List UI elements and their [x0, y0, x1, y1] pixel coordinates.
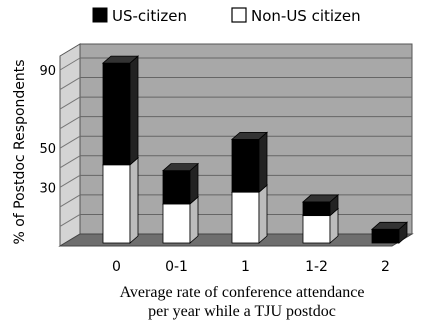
y-tick-label: 50: [39, 142, 56, 157]
y-axis-ticks: 30 50 90: [39, 64, 56, 196]
gridline-side: [59, 194, 81, 208]
bar-non-us-citizen-2: [230, 184, 269, 244]
x-axis-label-line-1: Average rate of conference attendance: [120, 284, 365, 301]
bar-us-citizen-3: [301, 194, 340, 217]
x-tick-label: 0-1: [165, 259, 188, 275]
y-tick-label: 90: [39, 64, 56, 79]
gridline-side: [59, 77, 81, 90]
bar-us-citizen-0: [101, 55, 140, 166]
gridline-side: [59, 174, 81, 188]
bar-us-citizen-4: [370, 221, 409, 244]
y-tick-label: 30: [39, 181, 56, 196]
x-axis-ticks: 0 0-1 1 1-2 2: [112, 259, 390, 275]
y-axis-label: % of Postdoc Respondents: [12, 59, 28, 244]
legend-swatch-us-citizen: [92, 7, 108, 23]
legend-label-us-citizen: US-citizen: [112, 7, 187, 25]
x-tick-label: 1-2: [305, 259, 328, 275]
x-tick-label: 1: [241, 259, 250, 275]
x-tick-label: 2: [381, 259, 390, 275]
legend-label-non-us-citizen: Non-US citizen: [251, 7, 361, 25]
gridline-side: [59, 96, 81, 110]
legend: US-citizen Non-US citizen: [92, 7, 361, 25]
x-axis-label-line-2: per year while a TJU postdoc: [148, 303, 336, 320]
gridline-side: [59, 116, 81, 130]
bar-non-us-citizen-0: [101, 156, 140, 244]
bars: [101, 55, 409, 244]
gridline-side: [59, 214, 81, 227]
x-tick-label: 0: [112, 259, 121, 275]
bar-us-citizen-2: [230, 131, 269, 194]
gridline-side: [59, 155, 81, 169]
gridline-side: [59, 135, 81, 149]
legend-swatch-non-us-citizen: [231, 7, 247, 23]
gridline-side: [59, 57, 81, 71]
bar-us-citizen-1: [161, 162, 200, 205]
